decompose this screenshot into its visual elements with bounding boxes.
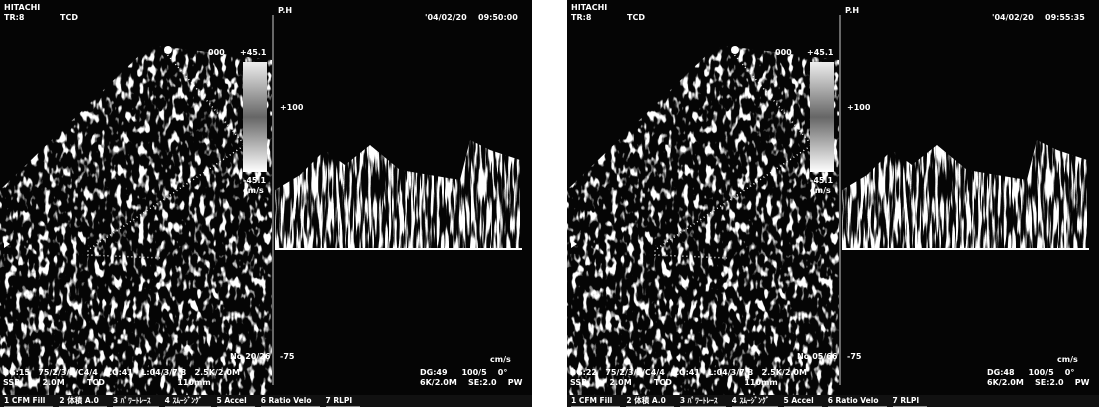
probe-marker (164, 46, 172, 54)
info-right: 6K/2.0M SE:2.0 PW (987, 378, 1089, 387)
frame-number: No.20/26 (230, 352, 270, 361)
menu-item: 2 体積 A.0 (626, 395, 673, 407)
bank: 000 (775, 48, 792, 57)
scale-bottom: -45.1 (810, 176, 833, 185)
info-left: SSB 2.0M TCD 110mm (3, 378, 211, 387)
velocity-bottom: -75 (280, 352, 294, 361)
brand: HITACHI (571, 3, 607, 12)
image-layer (567, 0, 1099, 407)
brand: HITACHI (4, 3, 40, 12)
color-bar (810, 62, 834, 172)
date: '04/02/20 (425, 13, 467, 22)
scale-top: +45.1 (807, 48, 833, 57)
menu-item: 5 Accel (217, 395, 255, 407)
b-mode (567, 40, 839, 395)
menu-item: 1 CFM Fill (4, 395, 53, 407)
menu-item: 2 体積 A.0 (59, 395, 106, 407)
menu-item: 4 ｽﾑｰｼﾞﾝｸﾞ (165, 395, 211, 407)
time: 09:55:35 (1045, 13, 1085, 22)
scale-bottom: -45.1 (243, 176, 266, 185)
b-mode-speckle (567, 40, 839, 395)
scale-top: +45.1 (240, 48, 266, 57)
probe: TR:8 (571, 13, 591, 22)
b-mode (0, 40, 272, 395)
menu-item: 6 Ratio Velo (261, 395, 320, 407)
menu-item: 6 Ratio Velo (828, 395, 887, 407)
page: HITACHITR:8TCDP.H'04/02/2009:50:00000+45… (0, 0, 1099, 407)
page-header: P.H (845, 6, 859, 15)
color-bar (243, 62, 267, 172)
velocity-unit: cm/s (1057, 355, 1078, 364)
velocity-top: +100 (280, 103, 303, 112)
velocity-top: +100 (847, 103, 870, 112)
menu-item: 7 RLPI (893, 395, 928, 407)
b-mode-speckle (0, 40, 272, 395)
doppler-spectrum (275, 130, 520, 248)
frame-number: No.05/66 (797, 352, 837, 361)
menu-bar: 1 CFM Fill 2 体積 A.0 3 ﾊﾟﾜｰﾄﾚｰｽ 4 ｽﾑｰｼﾞﾝｸﾞ 5 … (567, 395, 1099, 407)
menu-item: 4 ｽﾑｰｼﾞﾝｸﾞ (732, 395, 778, 407)
probe-marker (731, 46, 739, 54)
info-left: SSB 2.0M TCD 110mm (570, 378, 778, 387)
info-right: DG:49 100/5 0° (420, 368, 507, 377)
menu-item: 1 CFM Fill (571, 395, 620, 407)
info-left: BG:15 75/2/3/2/C4/4 CG:41 L:04/3/7/8 2.5… (3, 368, 240, 377)
info-right: 6K/2.0M SE:2.0 PW (420, 378, 522, 387)
menu-item: 5 Accel (784, 395, 822, 407)
page-header: P.H (278, 6, 292, 15)
probe: TR:8 (4, 13, 24, 22)
date: '04/02/20 (992, 13, 1034, 22)
mode: TCD (627, 13, 645, 22)
menu-item: 3 ﾊﾟﾜｰﾄﾚｰｽ (113, 395, 159, 407)
time: 09:50:00 (478, 13, 518, 22)
info-right: DG:48 100/5 0° (987, 368, 1074, 377)
menu-item: 7 RLPI (326, 395, 361, 407)
mode: TCD (60, 13, 78, 22)
info-left: BG:22 75/2/3/2/C4/4 CG:41 L:04/3/7/8 2.5… (570, 368, 807, 377)
doppler-spectrum (842, 130, 1087, 248)
image-layer (0, 0, 532, 407)
menu-bar: 1 CFM Fill 2 体積 A.0 3 ﾊﾟﾜｰﾄﾚｰｽ 4 ｽﾑｰｼﾞﾝｸﾞ 5 … (0, 395, 532, 407)
velocity-unit: cm/s (490, 355, 511, 364)
bank: 000 (208, 48, 225, 57)
scale-unit: cm/s (243, 186, 264, 195)
scale-unit: cm/s (810, 186, 831, 195)
menu-item: 3 ﾊﾟﾜｰﾄﾚｰｽ (680, 395, 726, 407)
velocity-bottom: -75 (847, 352, 861, 361)
